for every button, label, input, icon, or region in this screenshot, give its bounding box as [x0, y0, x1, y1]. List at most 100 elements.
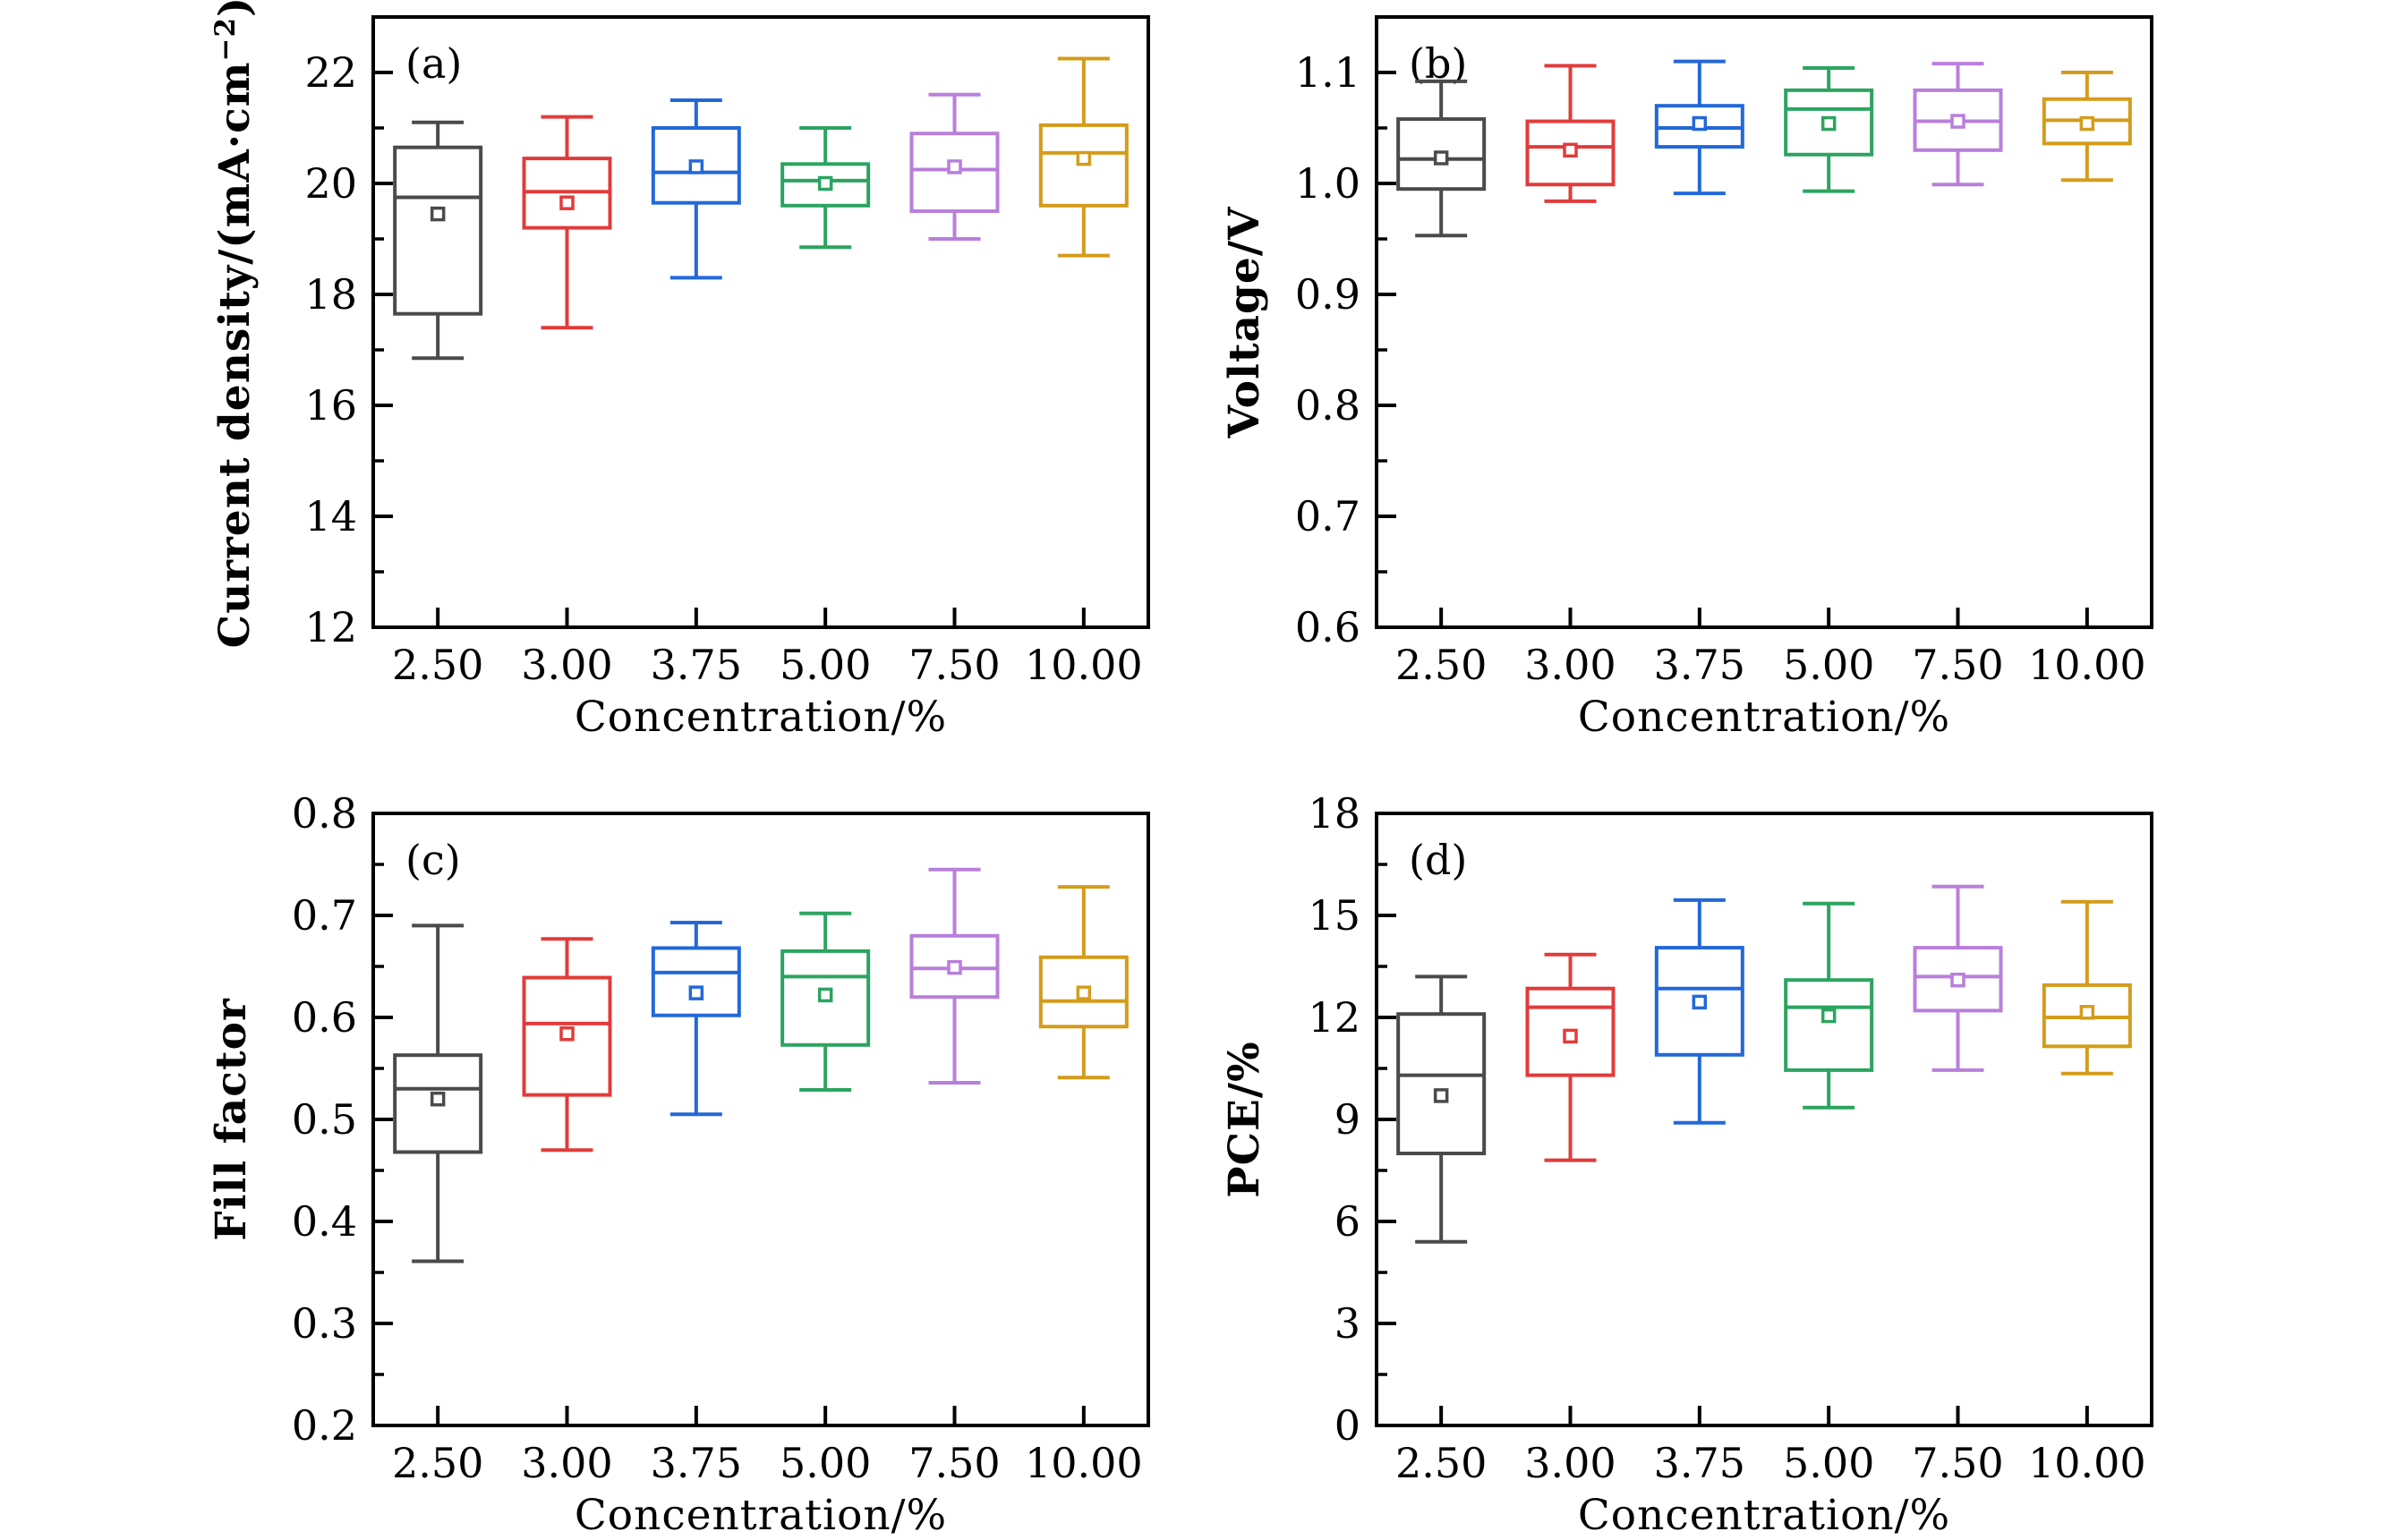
y-tick-label: 0.6 [292, 993, 357, 1042]
plot-frame-c [371, 812, 1150, 1427]
y-tick-label: 18 [1308, 789, 1360, 838]
iqr-box [1784, 978, 1874, 1072]
y-tick-label: 15 [1308, 891, 1360, 940]
box-c-5.00 [780, 911, 871, 1092]
x-tick-label: 7.50 [1912, 1439, 2003, 1487]
box-a-3.75 [651, 98, 741, 280]
x-tick-label: 2.50 [1395, 641, 1487, 689]
plot-frame-b [1375, 15, 2153, 629]
x-tick-label: 2.50 [392, 1439, 483, 1487]
y-tick-label: 6 [1334, 1197, 1360, 1246]
box-d-2.50 [1396, 974, 1487, 1244]
x-tick-label: 2.50 [1395, 1439, 1487, 1487]
y-tick-label: 0.8 [292, 789, 357, 838]
y-tick-label: 0.5 [292, 1095, 357, 1144]
iqr-box [651, 946, 741, 1017]
mean-marker [947, 159, 962, 174]
box-c-2.50 [393, 923, 483, 1263]
iqr-box [1525, 986, 1616, 1077]
iqr-box [1654, 946, 1744, 1057]
panel-d: 0 3 6 9 12 15 18 2.50 3.00 3.75 5.00 7.50 10.00 Conce… [1220, 789, 2153, 1540]
iqr-box [393, 145, 483, 316]
mean-marker [559, 1025, 575, 1042]
box-a-7.50 [909, 92, 1000, 241]
x-tick-label: 3.00 [521, 641, 612, 689]
panel-b: 0.6 0.7 0.8 0.9 1.0 1.1 2.50 3.00 3.75 5.00 7.50 10… [1220, 15, 2153, 742]
y-tick-label: 0.6 [1295, 603, 1360, 651]
box-b-7.50 [1913, 62, 2003, 187]
mean-marker [1820, 1008, 1837, 1024]
box-a-3.00 [522, 115, 612, 330]
y-tick-label: 0.2 [292, 1401, 357, 1450]
panel-a: 12 14 16 18 20 22 2.50 3.00 3.75 5.00 7.50 10.00 Con… [209, 0, 1150, 742]
x-axis-title-c: Concentration/% [575, 1491, 947, 1536]
y-tick-label: 9 [1334, 1095, 1360, 1144]
panel-label-a: (a) [405, 39, 462, 88]
mean-marker [1820, 115, 1837, 132]
iqr-box [393, 1053, 483, 1154]
y-tick-label: 0.7 [1295, 492, 1360, 540]
panel-label-c: (c) [405, 836, 461, 884]
iqr-box [1784, 88, 1874, 157]
x-tick-label: 5.00 [1783, 641, 1874, 689]
y-tick-label: 0.8 [1295, 381, 1360, 430]
plot-frame-d [1375, 812, 2153, 1427]
mean-marker [1563, 142, 1578, 158]
panel-label-d: (d) [1409, 836, 1467, 884]
x-tick-label: 3.75 [1654, 641, 1745, 689]
mean-marker [817, 987, 833, 1003]
box-d-3.00 [1525, 952, 1616, 1162]
mean-marker [1433, 1088, 1449, 1103]
y-axis-title-c: Fill factor [207, 998, 256, 1241]
y-axis-c: 0.2 0.3 0.4 0.5 0.6 0.7 0.8 [292, 789, 393, 1450]
y-tick-label: 0.3 [292, 1299, 357, 1348]
y-axis-b: 0.6 0.7 0.8 0.9 1.0 1.1 [1295, 15, 1396, 651]
y-axis-title-b: Voltage/V [1220, 206, 1269, 438]
y-tick-label: 14 [304, 492, 357, 540]
box-b-3.00 [1525, 64, 1616, 203]
box-c-3.75 [651, 920, 741, 1117]
x-tick-label: 7.50 [908, 641, 1000, 689]
mean-marker [1950, 972, 1965, 988]
panel-c: 0.2 0.3 0.4 0.5 0.6 0.7 0.8 2.50 3.00 3.75 5.00 7.5… [207, 789, 1150, 1540]
x-tick-label: 3.75 [651, 641, 742, 689]
y-tick-label: 0.7 [292, 891, 357, 940]
y-tick-label: 0.4 [292, 1197, 357, 1246]
y-axis-title-d: PCE/% [1220, 1041, 1269, 1197]
box-d-5.00 [1784, 901, 1874, 1110]
mean-marker [1692, 994, 1708, 1010]
box-b-2.50 [1396, 79, 1487, 238]
x-tick-label: 3.00 [521, 1439, 612, 1487]
y-tick-label: 0.9 [1295, 270, 1360, 319]
x-tick-label: 10.00 [1025, 1439, 1143, 1487]
box-b-5.00 [1784, 66, 1874, 193]
y-axis-d: 0 3 6 9 12 15 18 [1308, 789, 1396, 1450]
box-a-2.50 [393, 120, 483, 361]
mean-marker [1563, 1028, 1578, 1044]
box-c-10.00 [1038, 885, 1129, 1080]
x-axis-title-b: Concentration/% [1578, 693, 1950, 742]
y-tick-label: 22 [304, 48, 357, 97]
y-tick-label: 16 [304, 381, 357, 430]
mean-marker [1692, 115, 1708, 132]
y-axis-title-a: Current density/(mA·cm−2) [209, 0, 260, 648]
iqr-box [1396, 117, 1487, 191]
mean-marker [1076, 985, 1092, 1000]
x-tick-label: 10.00 [1025, 641, 1143, 689]
y-tick-label: 12 [1308, 993, 1360, 1042]
x-tick-label: 3.75 [1654, 1439, 1745, 1487]
mean-marker [430, 206, 446, 222]
x-tick-label: 10.00 [2028, 1439, 2146, 1487]
mean-marker [688, 985, 704, 1000]
box-a-5.00 [780, 126, 871, 250]
y-tick-label: 18 [304, 270, 357, 319]
mean-marker [2079, 115, 2095, 132]
box-d-3.75 [1654, 898, 1744, 1125]
mean-marker [1076, 150, 1092, 166]
iqr-box [1038, 955, 1129, 1029]
x-tick-label: 3.00 [1524, 1439, 1616, 1487]
x-axis-b: 2.50 3.00 3.75 5.00 7.50 10.00 [1395, 608, 2146, 689]
x-tick-label: 5.00 [780, 1439, 871, 1487]
mean-marker [430, 1091, 446, 1107]
